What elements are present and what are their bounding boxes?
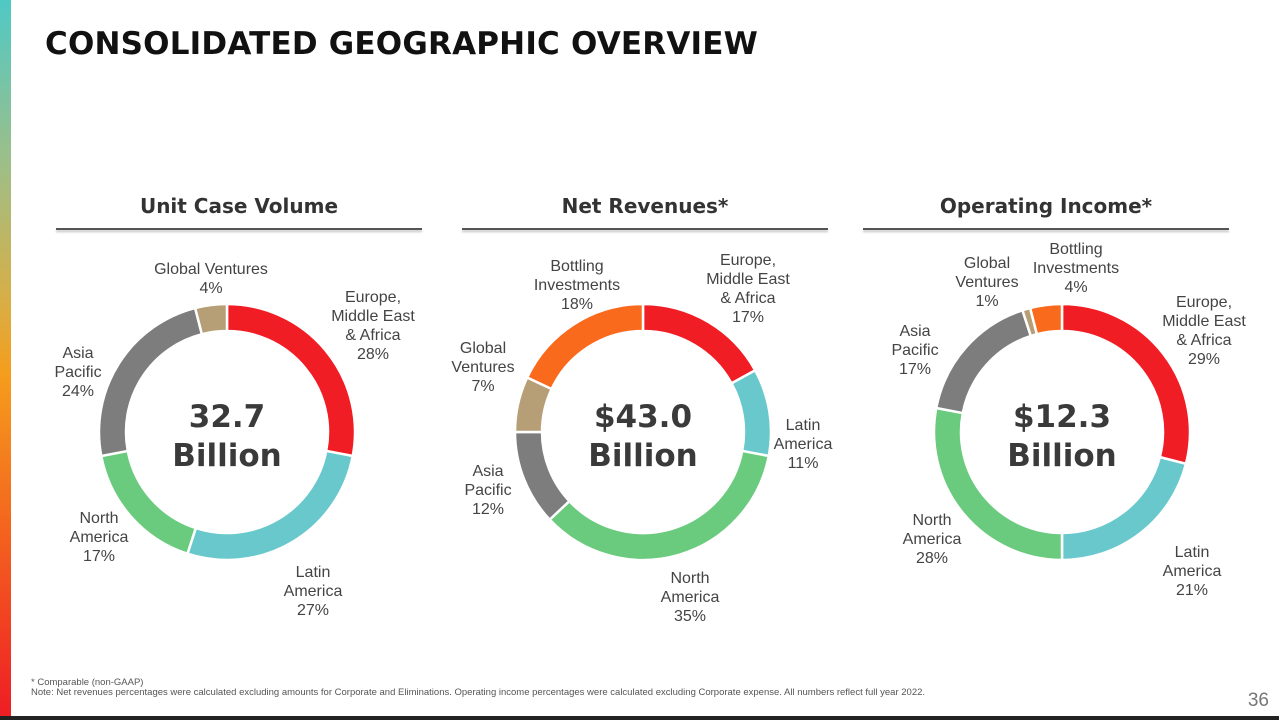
page-number: 36 (1247, 690, 1269, 711)
slice-label-latin-america: Latin America 21% (1163, 544, 1222, 599)
slice-label-asia-pacific: Asia Pacific 17% (891, 323, 938, 378)
donut-center-unit: Billion (172, 438, 282, 474)
chart-title-operating-income: Operating Income* (939, 194, 1153, 218)
footnote-note: Note: Net revenues percentages were calc… (31, 687, 926, 698)
chart-title-unit-case-volume: Unit Case Volume (139, 194, 339, 218)
slice-label-north-america: North America 28% (903, 512, 962, 567)
slice-label-latin-america: Latin America 27% (284, 564, 343, 619)
chart-title-net-revenues: Net Revenues* (561, 194, 729, 218)
page-title: CONSOLIDATED GEOGRAPHIC OVERVIEW (45, 26, 759, 62)
donut-slice-asia-pacific (513, 430, 571, 521)
accent-gradient-bar (0, 0, 11, 720)
slice-label-asia-pacific: Asia Pacific 24% (54, 345, 101, 400)
bottom-divider (0, 716, 1279, 720)
donut-center-unit: Billion (1007, 438, 1117, 474)
donut-slice-bottling-investments (525, 302, 645, 391)
donut-center-value: 32.7 (189, 399, 266, 435)
donut-slice-latin-america (730, 369, 773, 458)
slice-label-global-ventures: Global Ventures 1% (955, 255, 1018, 310)
chart-title-divider (56, 228, 422, 230)
donut-slice-asia-pacific (935, 309, 1033, 415)
slice-label-north-america: North America 17% (70, 510, 129, 565)
slice-label-bottling-investments: Bottling Investments 18% (534, 258, 620, 313)
slice-label-latin-america: Latin America 11% (774, 417, 833, 472)
donut-center-value: $12.3 (1013, 399, 1111, 435)
donut-center-value: $43.0 (594, 399, 692, 435)
slice-label-emea: Europe, Middle East & Africa 29% (1162, 294, 1246, 368)
footnote: * Comparable (non-GAAP) Note: Net revenu… (31, 678, 925, 698)
slice-label-bottling-investments: Bottling Investments 4% (1033, 241, 1119, 296)
slice-label-global-ventures: Global Ventures 4% (154, 261, 268, 297)
slice-label-emea: Europe, Middle East & Africa 28% (331, 289, 415, 363)
slice-label-emea: Europe, Middle East & Africa 17% (706, 252, 790, 326)
donut-slice-global-ventures (193, 302, 229, 336)
chart-title-divider (462, 228, 828, 230)
slice-label-global-ventures: Global Ventures 7% (451, 340, 514, 395)
footnote-comparable: * Comparable (non-GAAP) (31, 677, 144, 688)
donut-slice-asia-pacific (97, 306, 204, 458)
donut-slice-bottling-investments (1028, 302, 1064, 336)
donut-center-unit: Billion (588, 438, 698, 474)
chart-title-divider (863, 228, 1229, 230)
slice-label-asia-pacific: Asia Pacific 12% (464, 463, 511, 518)
slice-label-north-america: North America 35% (661, 570, 720, 625)
